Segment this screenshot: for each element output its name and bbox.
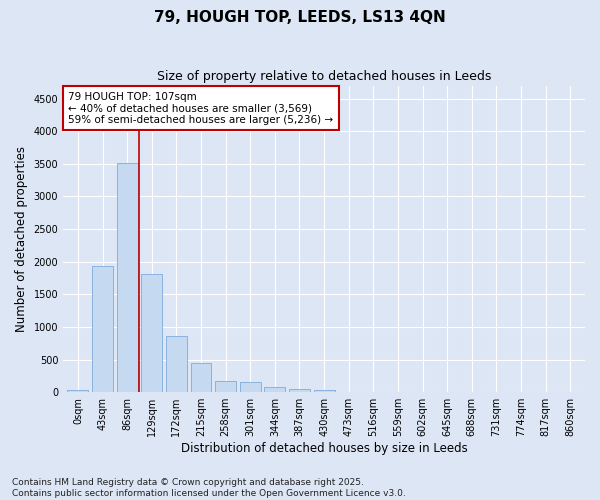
Bar	[265, 386, 286, 392]
Bar	[191, 363, 211, 392]
Text: 79 HOUGH TOP: 107sqm
← 40% of detached houses are smaller (3,569)
59% of semi-de: 79 HOUGH TOP: 107sqm ← 40% of detached h…	[68, 92, 334, 125]
Bar	[289, 388, 310, 392]
Bar	[215, 381, 236, 392]
Y-axis label: Number of detached properties: Number of detached properties	[15, 146, 28, 332]
Bar	[92, 266, 113, 392]
Bar	[166, 336, 187, 392]
Text: 79, HOUGH TOP, LEEDS, LS13 4QN: 79, HOUGH TOP, LEEDS, LS13 4QN	[154, 10, 446, 25]
Text: Contains HM Land Registry data © Crown copyright and database right 2025.
Contai: Contains HM Land Registry data © Crown c…	[12, 478, 406, 498]
Title: Size of property relative to detached houses in Leeds: Size of property relative to detached ho…	[157, 70, 491, 83]
Bar	[117, 162, 137, 392]
Bar	[240, 382, 261, 392]
X-axis label: Distribution of detached houses by size in Leeds: Distribution of detached houses by size …	[181, 442, 467, 455]
Bar	[67, 390, 88, 392]
Bar	[142, 274, 162, 392]
Bar	[314, 390, 335, 392]
